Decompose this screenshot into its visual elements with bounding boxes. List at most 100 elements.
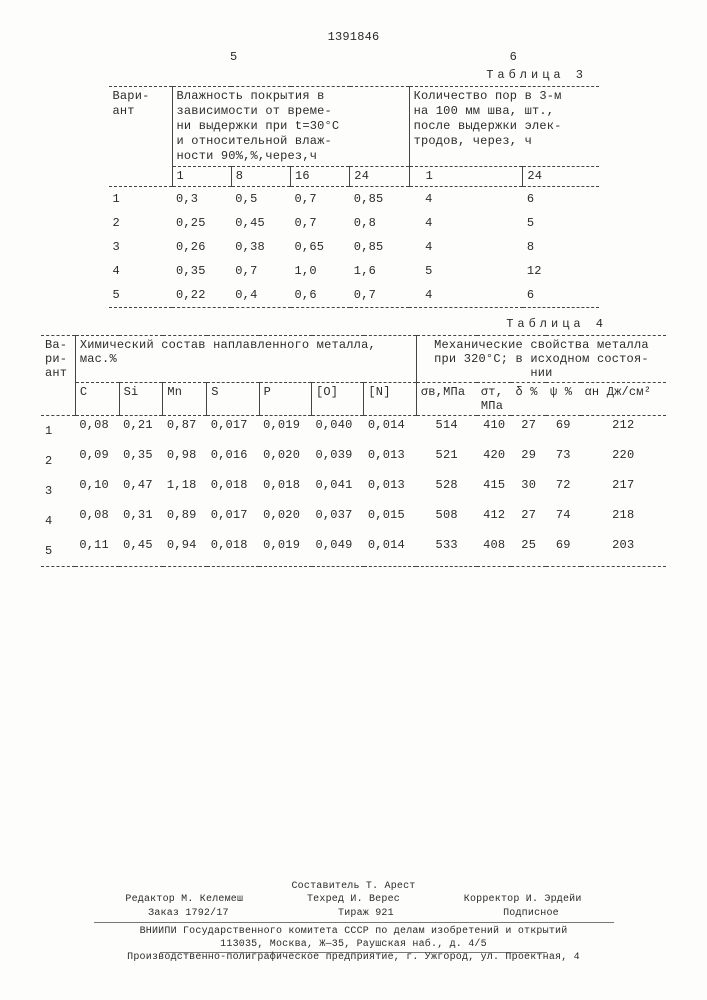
t4-subhead-chem: [N] [364, 383, 417, 416]
footer-tirage: Тираж 921 [338, 907, 394, 920]
footer-compiler: Составитель Т. Арест [0, 880, 707, 893]
t4-subhead-mech: σв,МПа [416, 383, 477, 416]
t4-variant: 2 [41, 446, 75, 476]
t4-head-variant: Ва- ри- ант [41, 336, 75, 416]
t3-cell: 0,65 [291, 235, 350, 259]
t3-variant: 4 [109, 259, 173, 283]
table-row: 40,350,71,01,6512 [109, 259, 599, 283]
t3-cell: 0,7 [231, 259, 290, 283]
t4-cell: 0,019 [259, 416, 311, 447]
t4-cell: 0,98 [163, 446, 207, 476]
t3-sub-m8: 8 [231, 167, 290, 187]
t4-cell: 212 [581, 416, 667, 447]
table3-caption: Таблица 3 [40, 68, 667, 82]
t4-cell: 0,020 [259, 506, 311, 536]
table-row: 30,100,471,180,0180,0180,0410,0135284153… [41, 476, 666, 506]
t4-cell: 0,017 [207, 506, 259, 536]
footer-subscribe: Подписное [503, 907, 559, 920]
t4-cell: 0,11 [75, 536, 119, 567]
t4-cell: 203 [581, 536, 667, 567]
t3-cell: 1,0 [291, 259, 350, 283]
t3-cell: 6 [523, 187, 599, 212]
t4-cell: 0,018 [259, 476, 311, 506]
t3-head-moisture: Влажность покрытия в зависимости от врем… [172, 87, 409, 167]
t4-subhead-chem: Si [119, 383, 163, 416]
table-row: 20,250,450,70,845 [109, 211, 599, 235]
t4-cell: 0,09 [75, 446, 119, 476]
t4-cell: 0,21 [119, 416, 163, 447]
t3-cell: 6 [523, 283, 599, 308]
footer-order: Заказ 1792/17 [148, 907, 229, 920]
t4-cell: 0,017 [207, 416, 259, 447]
t4-cell: 29 [511, 446, 546, 476]
t4-cell: 0,018 [207, 476, 259, 506]
t4-cell: 0,039 [312, 446, 364, 476]
t3-cell: 1,6 [350, 259, 409, 283]
table-row: 10,30,50,70,8546 [109, 187, 599, 212]
t4-subhead-chem: S [207, 383, 259, 416]
t4-cell: 0,037 [312, 506, 364, 536]
t3-cell: 0,22 [172, 283, 231, 308]
page-numbers-row: 5 6 [40, 50, 667, 64]
t3-cell: 4 [409, 187, 523, 212]
t4-cell: 0,87 [163, 416, 207, 447]
footer-corrector: Корректор И. Эрдейи [464, 893, 582, 906]
t4-cell: 0,45 [119, 536, 163, 567]
t4-cell: 521 [416, 446, 477, 476]
t3-head-variant: Вари- ант [109, 87, 173, 187]
t4-cell: 30 [511, 476, 546, 506]
t4-cell: 0,35 [119, 446, 163, 476]
t3-cell: 4 [409, 211, 523, 235]
t4-cell: 74 [546, 506, 581, 536]
t3-cell: 0,7 [350, 283, 409, 308]
t3-sub-m24: 24 [350, 167, 409, 187]
t4-cell: 0,019 [259, 536, 311, 567]
t3-cell: 0,85 [350, 235, 409, 259]
t3-cell: 0,26 [172, 235, 231, 259]
t4-subhead-chem: [O] [312, 383, 364, 416]
t4-cell: 0,020 [259, 446, 311, 476]
page-container: 1391846 5 6 Таблица 3 Вари- ант Влажност… [0, 0, 707, 1000]
t3-cell: 0,45 [231, 211, 290, 235]
t4-subhead-chem: Mn [163, 383, 207, 416]
t4-cell: 0,013 [364, 476, 417, 506]
t4-variant: 1 [41, 416, 75, 447]
t3-cell: 0,8 [350, 211, 409, 235]
t4-cell: 25 [511, 536, 546, 567]
t3-cell: 0,85 [350, 187, 409, 212]
t4-cell: 0,10 [75, 476, 119, 506]
document-number: 1391846 [40, 30, 667, 44]
t3-cell: 5 [523, 211, 599, 235]
t3-cell: 0,7 [291, 187, 350, 212]
t3-variant: 2 [109, 211, 173, 235]
t3-cell: 0,7 [291, 211, 350, 235]
footer-editor: Редактор М. Келемеш [125, 893, 243, 906]
t3-variant: 3 [109, 235, 173, 259]
t4-cell: 217 [581, 476, 667, 506]
t4-cell: 1,18 [163, 476, 207, 506]
t3-cell: 8 [523, 235, 599, 259]
t4-cell: 0,013 [364, 446, 417, 476]
t4-head-chem: Химический состав наплавленного металла,… [75, 336, 416, 383]
t3-cell: 5 [409, 259, 523, 283]
t4-subhead-mech: αн Дж/см² [581, 383, 667, 416]
table-row: 30,260,380,650,8548 [109, 235, 599, 259]
t4-cell: 27 [511, 506, 546, 536]
table-row: 50,220,40,60,746 [109, 283, 599, 308]
t4-subhead-mech: σт, МПа [477, 383, 512, 416]
t4-cell: 0,049 [312, 536, 364, 567]
t3-cell: 0,38 [231, 235, 290, 259]
t4-cell: 508 [416, 506, 477, 536]
table4-caption: Таблица 4 [40, 317, 667, 331]
t4-cell: 0,016 [207, 446, 259, 476]
footer-block: Составитель Т. Арест Редактор М. Келемеш… [0, 880, 707, 964]
t4-cell: 0,08 [75, 506, 119, 536]
page-num-right: 6 [510, 50, 517, 64]
t4-cell: 73 [546, 446, 581, 476]
t4-cell: 0,018 [207, 536, 259, 567]
t3-head-pores: Количество пор в 3-м на 100 мм шва, шт.,… [409, 87, 598, 167]
t4-cell: 412 [477, 506, 512, 536]
t3-cell: 0,5 [231, 187, 290, 212]
t3-variant: 1 [109, 187, 173, 212]
t3-cell: 4 [409, 283, 523, 308]
